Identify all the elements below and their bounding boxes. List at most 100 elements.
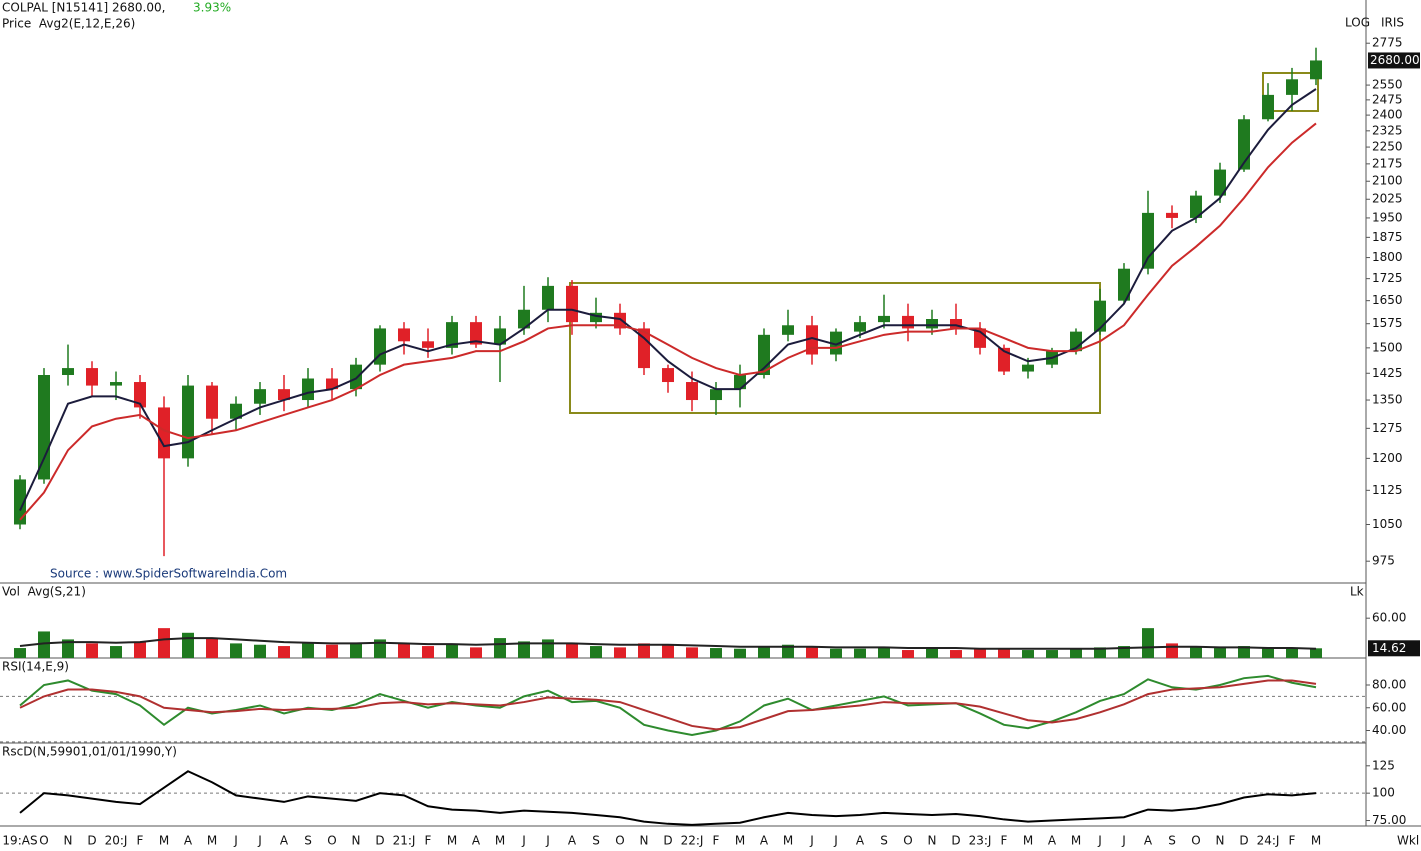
candle-body bbox=[782, 325, 794, 335]
x-tick-label: D bbox=[951, 834, 960, 848]
y-tick-label: 2175 bbox=[1372, 156, 1403, 170]
x-tick-label: N bbox=[64, 834, 73, 848]
x-tick-label: F bbox=[713, 834, 720, 848]
bar bbox=[542, 639, 554, 658]
bar bbox=[1142, 628, 1154, 658]
x-tick-label: O bbox=[615, 834, 624, 848]
study-label: IRIS bbox=[1381, 16, 1404, 30]
annotation-box bbox=[1262, 72, 1319, 112]
x-tick-label: 24:J bbox=[1257, 834, 1280, 848]
bar bbox=[1022, 650, 1034, 658]
x-tick-label: 19:AS bbox=[2, 834, 37, 848]
x-tick-label: M bbox=[1311, 834, 1321, 848]
candle-body bbox=[326, 378, 338, 390]
panel-title: RSI(14,E,9) bbox=[2, 660, 69, 674]
bar bbox=[878, 647, 890, 658]
x-tick-label: 21:J bbox=[393, 834, 416, 848]
annotation-box bbox=[569, 282, 1101, 414]
x-tick-label: S bbox=[304, 834, 312, 848]
candle-body bbox=[926, 319, 938, 329]
candle-body bbox=[398, 328, 410, 342]
y-tick-label: 1575 bbox=[1372, 316, 1403, 330]
bar bbox=[806, 647, 818, 658]
x-tick-label: F bbox=[1001, 834, 1008, 848]
bar bbox=[1310, 648, 1322, 658]
candle-body bbox=[1190, 195, 1202, 218]
x-tick-label: S bbox=[1168, 834, 1176, 848]
x-tick-label: A bbox=[568, 834, 577, 848]
unit-label: Lk bbox=[1350, 585, 1364, 599]
x-tick-label: J bbox=[233, 834, 238, 848]
candle-body bbox=[374, 328, 386, 365]
source: Source : www.SpiderSoftwareIndia.Com bbox=[50, 567, 287, 581]
y-tick-label: 2025 bbox=[1372, 192, 1403, 206]
candle-body bbox=[638, 328, 650, 369]
x-tick-label: O bbox=[39, 834, 48, 848]
x-tick-label: D bbox=[375, 834, 384, 848]
x-tick-label: A bbox=[1144, 834, 1153, 848]
bar bbox=[158, 628, 170, 658]
candle-body bbox=[998, 347, 1010, 372]
change: 3.93% bbox=[193, 1, 231, 15]
x-tick-label: D bbox=[1239, 834, 1248, 848]
candle-body bbox=[1286, 79, 1298, 95]
bar bbox=[854, 648, 866, 658]
candle-body bbox=[518, 309, 530, 329]
x-tick-label: S bbox=[880, 834, 888, 848]
x-tick-label: F bbox=[1289, 834, 1296, 848]
candle-body bbox=[470, 322, 482, 345]
x-tick-label: A bbox=[184, 834, 193, 848]
candle-body bbox=[206, 385, 218, 419]
x-tick-label: 20:J bbox=[105, 834, 128, 848]
bar bbox=[734, 648, 746, 658]
bar bbox=[1190, 647, 1202, 658]
candle-body bbox=[878, 315, 890, 323]
candle-body bbox=[14, 479, 26, 525]
line-series bbox=[19, 88, 1317, 511]
y-tick-label: 1500 bbox=[1372, 340, 1403, 354]
x-tick-label: J bbox=[521, 834, 526, 848]
x-tick-label: M bbox=[735, 834, 745, 848]
candle-body bbox=[182, 385, 194, 459]
candle-body bbox=[134, 382, 146, 408]
x-tick-label: N bbox=[1216, 834, 1225, 848]
bar bbox=[1286, 648, 1298, 658]
bar bbox=[62, 639, 74, 658]
candle-body bbox=[446, 322, 458, 348]
x-tick-label: J bbox=[1097, 834, 1102, 848]
bar bbox=[638, 643, 650, 658]
y-tick-label: 1050 bbox=[1372, 517, 1403, 531]
candle-body bbox=[1142, 212, 1154, 269]
bar bbox=[614, 647, 626, 658]
y-tick-label: 80.00 bbox=[1372, 678, 1406, 692]
x-tick-label: A bbox=[1048, 834, 1057, 848]
candle-body bbox=[230, 403, 242, 419]
candle-body bbox=[278, 389, 290, 401]
bar bbox=[110, 646, 122, 658]
line-series bbox=[19, 674, 1317, 737]
x-tick-label: A bbox=[856, 834, 865, 848]
x-tick-label: M bbox=[495, 834, 505, 848]
x-tick-label: A bbox=[280, 834, 289, 848]
bar bbox=[470, 647, 482, 658]
candle-body bbox=[422, 341, 434, 348]
bar bbox=[326, 644, 338, 658]
price-tag: 2680.00 bbox=[1370, 53, 1420, 67]
candle-body bbox=[1022, 364, 1034, 372]
x-tick-label: N bbox=[640, 834, 649, 848]
bar bbox=[974, 648, 986, 658]
x-tick-label: J bbox=[545, 834, 550, 848]
bar bbox=[494, 638, 506, 658]
x-tick-label: M bbox=[1071, 834, 1081, 848]
y-tick-label: 1200 bbox=[1372, 451, 1403, 465]
y-tick-label: 1875 bbox=[1372, 230, 1403, 244]
line-series bbox=[19, 637, 1317, 650]
bar bbox=[230, 643, 242, 658]
x-tick-label: A bbox=[472, 834, 481, 848]
candle-body bbox=[158, 407, 170, 459]
line-series bbox=[19, 770, 1317, 826]
chart-title: COLPAL [N15141] 2680.00, bbox=[2, 1, 165, 15]
y-tick-label: 125 bbox=[1372, 758, 1395, 772]
price-tag-box bbox=[1368, 52, 1420, 69]
